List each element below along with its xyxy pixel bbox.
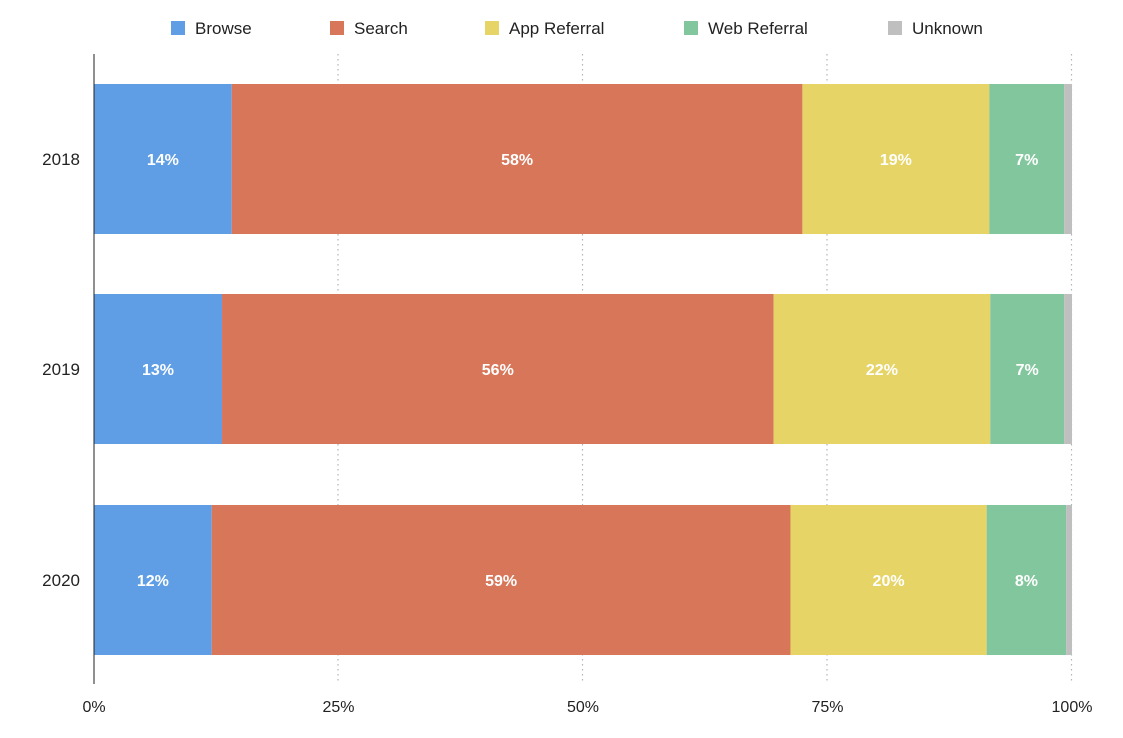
legend-item: Search xyxy=(330,19,408,38)
legend-swatch xyxy=(485,21,499,35)
legend-label: Unknown xyxy=(912,19,983,38)
x-tick-label: 75% xyxy=(811,699,843,716)
data-label: 14% xyxy=(147,152,179,169)
bar-segment xyxy=(990,294,1065,444)
x-tick-label: 25% xyxy=(322,699,354,716)
x-tick-label: 0% xyxy=(82,699,105,716)
data-label: 7% xyxy=(1016,362,1039,379)
legend-item: Unknown xyxy=(888,19,983,38)
data-label: 7% xyxy=(1015,152,1038,169)
bar-segment xyxy=(790,505,987,655)
bar-segment xyxy=(1066,505,1072,655)
data-label: 20% xyxy=(873,573,905,590)
legend-label: Browse xyxy=(195,19,252,38)
bar-segment xyxy=(802,84,990,234)
category-labels: 2018 2019 2020 xyxy=(42,150,80,590)
data-label: 56% xyxy=(482,362,514,379)
legend: Browse Search App Referral Web Referral Unkn… xyxy=(171,19,983,38)
legend-swatch xyxy=(330,21,344,35)
legend-swatch xyxy=(171,21,185,35)
bar-segment xyxy=(94,505,212,655)
category-label: 2020 xyxy=(42,571,80,590)
data-label: 13% xyxy=(142,362,174,379)
category-label: 2018 xyxy=(42,150,80,169)
data-label: 8% xyxy=(1015,573,1038,590)
x-tick-label: 100% xyxy=(1052,699,1093,716)
legend-item: Web Referral xyxy=(684,19,808,38)
legend-swatch xyxy=(684,21,698,35)
legend-label: App Referral xyxy=(509,19,604,38)
data-label: 19% xyxy=(880,152,912,169)
bar-segment xyxy=(94,84,232,234)
legend-item: App Referral xyxy=(485,19,604,38)
bar-segment xyxy=(773,294,991,444)
bar-segment xyxy=(1064,294,1072,444)
bar-segment xyxy=(94,294,223,444)
data-label: 12% xyxy=(137,573,169,590)
bar-segment xyxy=(222,294,774,444)
category-label: 2019 xyxy=(42,360,80,379)
x-axis-tick-labels: 0% 25% 50% 75% 100% xyxy=(82,699,1092,716)
bar-segment xyxy=(989,84,1065,234)
legend-label: Web Referral xyxy=(708,19,808,38)
data-label: 22% xyxy=(866,362,898,379)
data-label: 58% xyxy=(501,152,533,169)
bar-segment xyxy=(211,505,791,655)
data-labels: 14% 58% 19% 7% 13% 56% 22% 7% 12% 59% 20% 8% xyxy=(137,152,1039,590)
bar-segment xyxy=(231,84,803,234)
bar-segment xyxy=(1064,84,1072,234)
bars xyxy=(94,84,1072,655)
legend-label: Search xyxy=(354,19,408,38)
x-tick-label: 50% xyxy=(567,699,599,716)
legend-swatch xyxy=(888,21,902,35)
data-label: 59% xyxy=(485,573,517,590)
legend-item: Browse xyxy=(171,19,252,38)
bar-segment xyxy=(986,505,1067,655)
